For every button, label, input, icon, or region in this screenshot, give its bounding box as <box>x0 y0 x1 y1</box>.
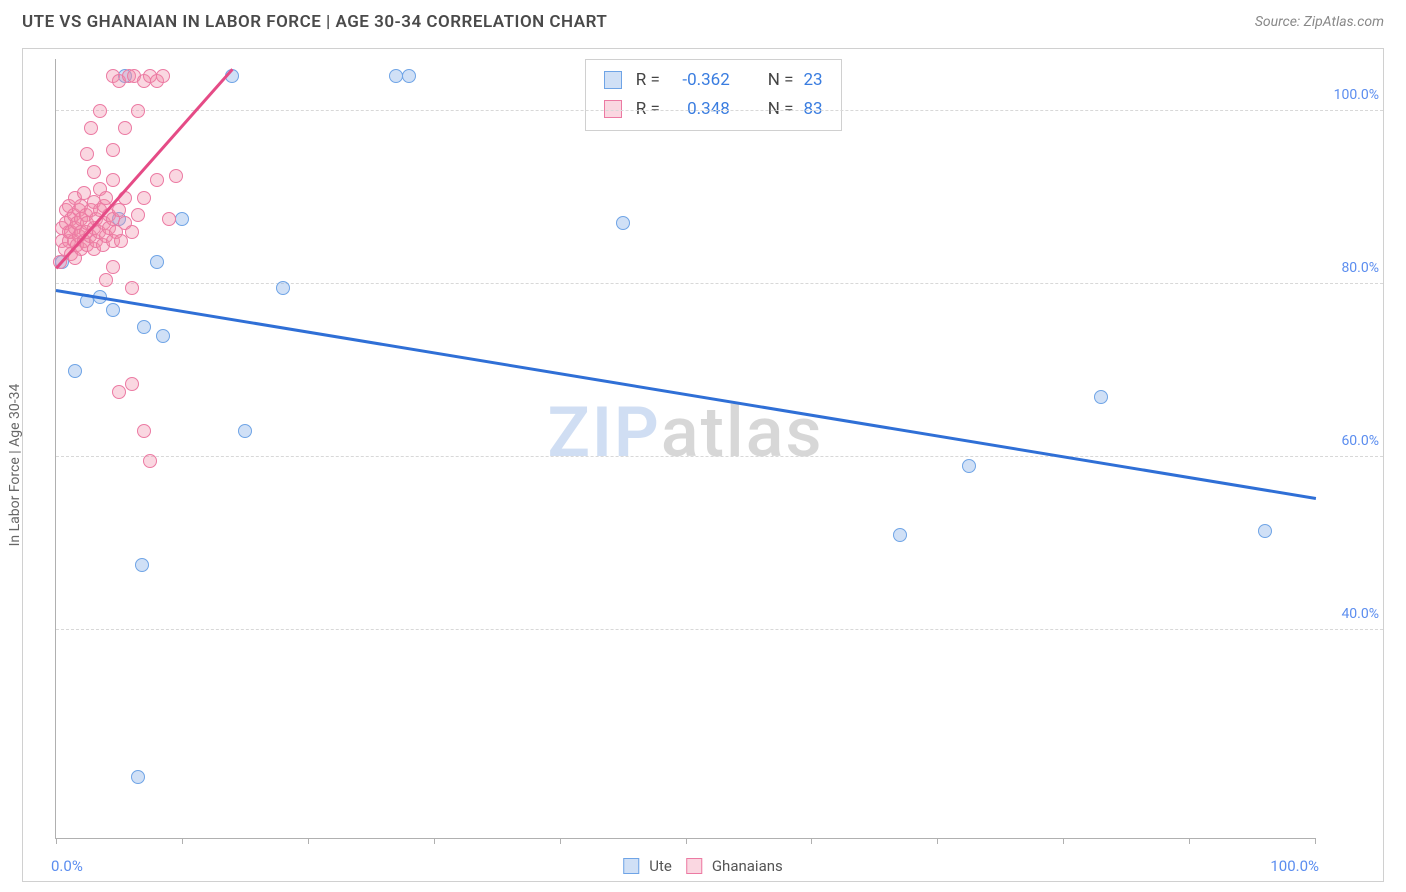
ghanaians-swatch-icon <box>686 858 702 874</box>
ute-point <box>106 303 120 317</box>
ghanaians-point <box>106 143 120 157</box>
ute-point <box>135 558 149 572</box>
ute-point <box>276 281 290 295</box>
legend-label: Ute <box>649 857 672 875</box>
x-axis-min-label: 0.0% <box>51 857 83 875</box>
gridline <box>56 283 1383 284</box>
ute-point <box>962 459 976 473</box>
x-tick <box>686 838 687 844</box>
legend-item-ute: Ute <box>623 857 672 875</box>
r-label: R = <box>636 66 660 95</box>
ghanaians-point <box>156 69 170 83</box>
chart-title: UTE VS GHANAIAN IN LABOR FORCE | AGE 30-… <box>22 12 607 32</box>
ghanaians-point <box>143 454 157 468</box>
ghanaians-point <box>125 281 139 295</box>
ghanaians-point <box>137 191 151 205</box>
ute-swatch-icon <box>604 71 622 89</box>
stats-row-ute: R = -0.362 N = 23 <box>604 66 823 95</box>
ghanaians-point <box>169 169 183 183</box>
ute-point <box>156 329 170 343</box>
ghanaians-point <box>131 104 145 118</box>
y-tick-label: 100.0% <box>1334 87 1379 103</box>
gridline <box>56 110 1383 111</box>
y-tick-label: 80.0% <box>1341 260 1379 276</box>
ghanaians-point <box>80 147 94 161</box>
ute-point <box>68 364 82 378</box>
gridline <box>56 456 1383 457</box>
ghanaians-point <box>112 385 126 399</box>
x-tick <box>560 838 561 844</box>
ghanaians-point <box>106 260 120 274</box>
x-tick <box>308 838 309 844</box>
y-tick-label: 60.0% <box>1341 433 1379 449</box>
ghanaians-point <box>162 212 176 226</box>
ghanaians-point <box>125 377 139 391</box>
x-tick <box>1315 838 1316 844</box>
ghanaians-point <box>106 173 120 187</box>
legend-label: Ghanaians <box>712 857 783 875</box>
x-axis-max-label: 100.0% <box>1270 857 1319 875</box>
ghanaians-point <box>99 273 113 287</box>
chart-container: In Labor Force | Age 30-34 ZIPatlas R =-… <box>22 48 1384 882</box>
ghanaians-point <box>84 121 98 135</box>
x-tick <box>1063 838 1064 844</box>
x-tick <box>1189 838 1190 844</box>
ute-point <box>616 216 630 230</box>
gridline <box>56 629 1383 630</box>
ghanaians-point <box>125 225 139 239</box>
ghanaians-point <box>112 203 126 217</box>
ghanaians-point <box>93 104 107 118</box>
legend-item-ghanaians: Ghanaians <box>686 857 783 875</box>
y-tick-label: 40.0% <box>1341 606 1379 622</box>
watermark: ZIPatlas <box>547 392 823 474</box>
x-tick <box>811 838 812 844</box>
correlation-stats-box: R =-0.362N =23R =0.348N =83 <box>585 59 842 131</box>
x-tick <box>56 838 57 844</box>
ute-swatch-icon <box>623 858 639 874</box>
ute-point <box>150 255 164 269</box>
r-value: -0.362 <box>670 66 730 95</box>
ute-point <box>175 212 189 226</box>
x-tick <box>182 838 183 844</box>
chart-header: UTE VS GHANAIAN IN LABOR FORCE | AGE 30-… <box>0 0 1406 40</box>
series-legend: Ute Ghanaians <box>623 857 783 875</box>
y-axis-label: In Labor Force | Age 30-34 <box>7 384 23 547</box>
ghanaians-trendline <box>55 68 233 269</box>
ute-point <box>1094 390 1108 404</box>
x-tick <box>434 838 435 844</box>
ghanaians-point <box>150 173 164 187</box>
ute-point <box>137 320 151 334</box>
watermark-part1: ZIP <box>547 392 660 474</box>
ute-trendline <box>56 289 1316 499</box>
ute-point <box>1258 524 1272 538</box>
ghanaians-point <box>137 424 151 438</box>
ute-point <box>238 424 252 438</box>
ute-point <box>131 770 145 784</box>
ute-point <box>893 528 907 542</box>
n-label: N = <box>768 66 794 95</box>
ghanaians-point <box>87 165 101 179</box>
ute-point <box>402 69 416 83</box>
ghanaians-point <box>131 208 145 222</box>
ghanaians-point <box>118 121 132 135</box>
chart-source: Source: ZipAtlas.com <box>1255 14 1384 30</box>
x-tick <box>937 838 938 844</box>
plot-area: ZIPatlas R =-0.362N =23R =0.348N =83 40.… <box>55 59 1315 839</box>
n-value: 23 <box>803 66 822 95</box>
